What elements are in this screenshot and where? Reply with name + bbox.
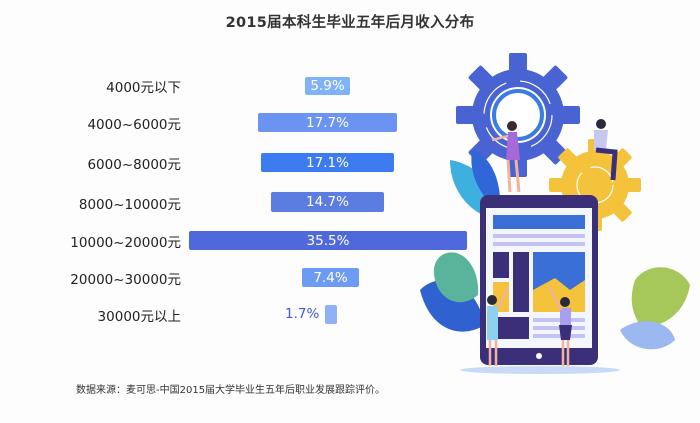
person-icon [487, 287, 510, 366]
category-label: 4000元以下 [106, 80, 181, 96]
illustration [420, 53, 690, 374]
source-note: 数据来源：麦可思-中国2015届大学毕业生五年后职业发展跟踪评价。 [76, 385, 386, 396]
person-icon [491, 121, 521, 193]
category-label: 4000~6000元 [87, 117, 181, 133]
leaf-icon [631, 267, 690, 326]
category-label: 8000~10000元 [78, 197, 181, 213]
bar: 17.7% [258, 113, 397, 132]
bar [325, 305, 337, 324]
bar-value-label: 7.4% [313, 269, 348, 286]
bar-value-label: 17.7% [306, 114, 349, 131]
bar-value-label: 35.5% [306, 232, 350, 249]
bar: 7.4% [302, 268, 359, 287]
bar-value-label: 14.7% [306, 194, 349, 210]
category-label: 6000~8000元 [87, 157, 181, 173]
bar: 14.7% [271, 192, 384, 212]
bar-value-label: 5.9% [310, 78, 345, 94]
person-icon [548, 287, 572, 366]
category-label: 10000~20000元 [70, 235, 181, 251]
bar-value-label: 17.1% [306, 154, 349, 171]
chart-title: 2015届本科生毕业五年后月收入分布 [225, 15, 475, 31]
person-icon [594, 119, 618, 181]
category-label: 20000~30000元 [70, 272, 181, 288]
leaf-icon [433, 252, 479, 303]
bar: 5.9% [305, 77, 350, 95]
leaf-icon [620, 321, 675, 350]
category-label: 30000元以上 [97, 309, 181, 325]
bar: 17.1% [261, 153, 394, 172]
bar-value-label: 1.7% [285, 306, 320, 322]
bar: 35.5% [189, 231, 467, 250]
